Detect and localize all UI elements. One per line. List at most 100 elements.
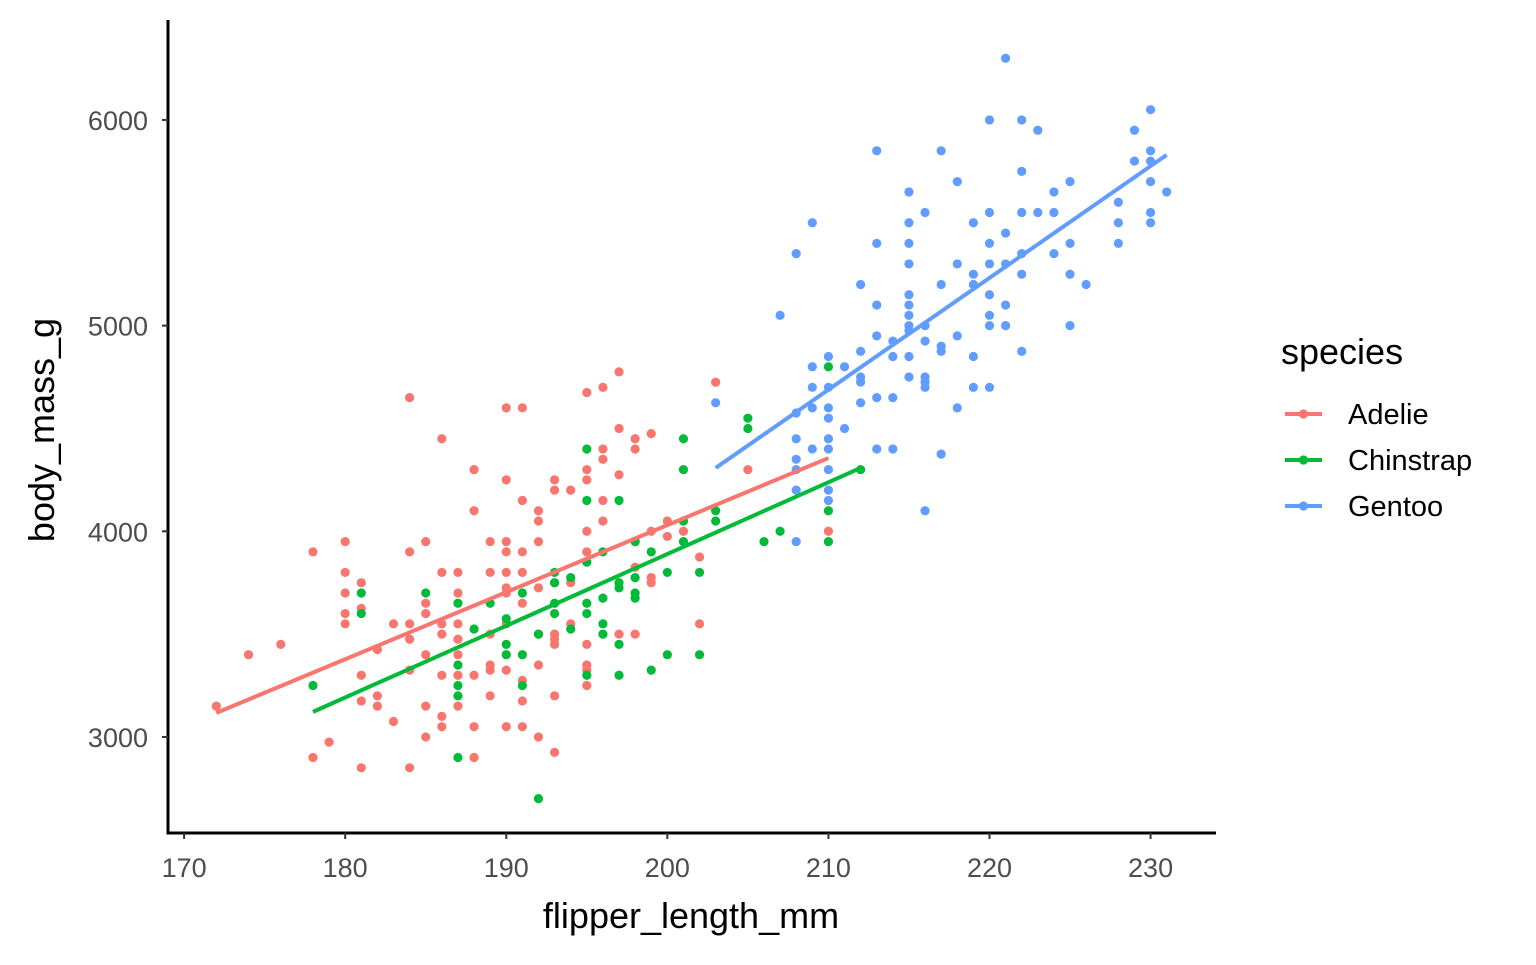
- point-chinstrap: [501, 614, 511, 624]
- point-chinstrap: [356, 588, 366, 598]
- point-adelie: [694, 552, 705, 562]
- point-adelie: [533, 583, 544, 593]
- point-adelie: [388, 716, 399, 727]
- point-gentoo: [1001, 53, 1011, 63]
- point-adelie: [421, 650, 431, 660]
- point-gentoo: [1113, 197, 1123, 207]
- x-ticks: 170 180 190 200 210 220 230: [162, 833, 1173, 883]
- point-adelie: [549, 747, 560, 757]
- point-gentoo: [1065, 321, 1075, 331]
- x-axis-title: flipper_length_mm: [543, 895, 839, 936]
- point-gentoo: [807, 362, 817, 372]
- point-adelie: [517, 567, 527, 578]
- point-gentoo: [791, 434, 801, 444]
- point-gentoo: [791, 249, 801, 259]
- fit-line-chinstrap: [312, 466, 862, 714]
- x-tick-label: 230: [1128, 853, 1173, 883]
- point-adelie: [340, 588, 350, 598]
- point-adelie: [405, 547, 415, 557]
- point-gentoo: [872, 146, 882, 156]
- point-adelie: [340, 619, 350, 629]
- x-tick-label: 180: [323, 853, 368, 883]
- point-chinstrap: [501, 650, 511, 660]
- point-adelie: [308, 547, 318, 557]
- point-adelie: [598, 454, 608, 464]
- point-chinstrap: [533, 629, 544, 639]
- point-chinstrap: [533, 794, 544, 804]
- point-adelie: [501, 547, 511, 557]
- point-adelie: [421, 608, 431, 619]
- point-chinstrap: [743, 423, 753, 434]
- legend-label: Gentoo: [1348, 491, 1443, 523]
- point-adelie: [646, 428, 656, 439]
- point-chinstrap: [566, 624, 576, 634]
- point-gentoo: [1017, 346, 1027, 356]
- point-adelie: [421, 701, 431, 711]
- point-gentoo: [1017, 207, 1027, 218]
- point-gentoo: [984, 310, 995, 320]
- point-adelie: [517, 696, 527, 706]
- point-adelie: [501, 567, 511, 578]
- point-gentoo: [1145, 105, 1156, 115]
- legend-item-chinstrap: Chinstrap: [1285, 445, 1472, 477]
- point-adelie: [630, 629, 640, 639]
- point-gentoo: [984, 115, 995, 125]
- point-adelie: [501, 722, 511, 732]
- point-gentoo: [791, 485, 801, 495]
- point-adelie: [823, 526, 834, 536]
- point-gentoo: [872, 331, 882, 341]
- point-adelie: [453, 619, 463, 629]
- point-adelie: [405, 393, 415, 403]
- point-adelie: [549, 639, 560, 650]
- point-chinstrap: [549, 608, 560, 619]
- point-adelie: [533, 516, 544, 526]
- point-adelie: [630, 444, 640, 454]
- point-gentoo: [872, 444, 882, 454]
- point-adelie: [533, 660, 544, 670]
- point-gentoo: [1145, 207, 1156, 218]
- point-adelie: [533, 536, 544, 547]
- point-adelie: [437, 434, 447, 444]
- point-chinstrap: [453, 598, 463, 608]
- point-chinstrap: [582, 444, 592, 454]
- point-gentoo: [904, 290, 914, 300]
- point-gentoo: [1145, 177, 1156, 187]
- point-adelie: [614, 470, 624, 480]
- point-chinstrap: [517, 588, 527, 598]
- point-adelie: [501, 475, 511, 485]
- point-gentoo: [791, 536, 801, 547]
- point-adelie: [453, 567, 463, 578]
- y-tick-label: 3000: [88, 723, 148, 753]
- point-gentoo: [1065, 269, 1075, 279]
- point-adelie: [485, 567, 495, 578]
- point-chinstrap: [823, 536, 834, 547]
- point-adelie: [485, 536, 495, 547]
- point-adelie: [549, 691, 560, 701]
- point-gentoo: [1049, 207, 1059, 218]
- x-tick-label: 190: [484, 853, 529, 883]
- point-adelie: [356, 763, 366, 773]
- point-gentoo: [1081, 279, 1091, 290]
- point-chinstrap: [501, 639, 511, 650]
- point-gentoo: [1065, 238, 1075, 248]
- x-tick-label: 170: [162, 853, 207, 883]
- point-chinstrap: [517, 650, 527, 660]
- point-adelie: [678, 526, 689, 536]
- point-gentoo: [984, 290, 995, 300]
- point-adelie: [469, 464, 479, 475]
- point-chinstrap: [630, 593, 640, 603]
- point-adelie: [582, 547, 592, 557]
- point-adelie: [469, 506, 479, 516]
- point-chinstrap: [743, 413, 753, 423]
- point-gentoo: [1001, 321, 1011, 331]
- point-chinstrap: [453, 691, 463, 701]
- point-adelie: [582, 475, 592, 485]
- point-chinstrap: [694, 650, 705, 660]
- point-gentoo: [920, 382, 930, 392]
- point-adelie: [501, 665, 511, 675]
- points-layer: [211, 53, 1172, 804]
- point-gentoo: [968, 382, 978, 392]
- point-adelie: [485, 665, 495, 675]
- point-adelie: [437, 567, 447, 578]
